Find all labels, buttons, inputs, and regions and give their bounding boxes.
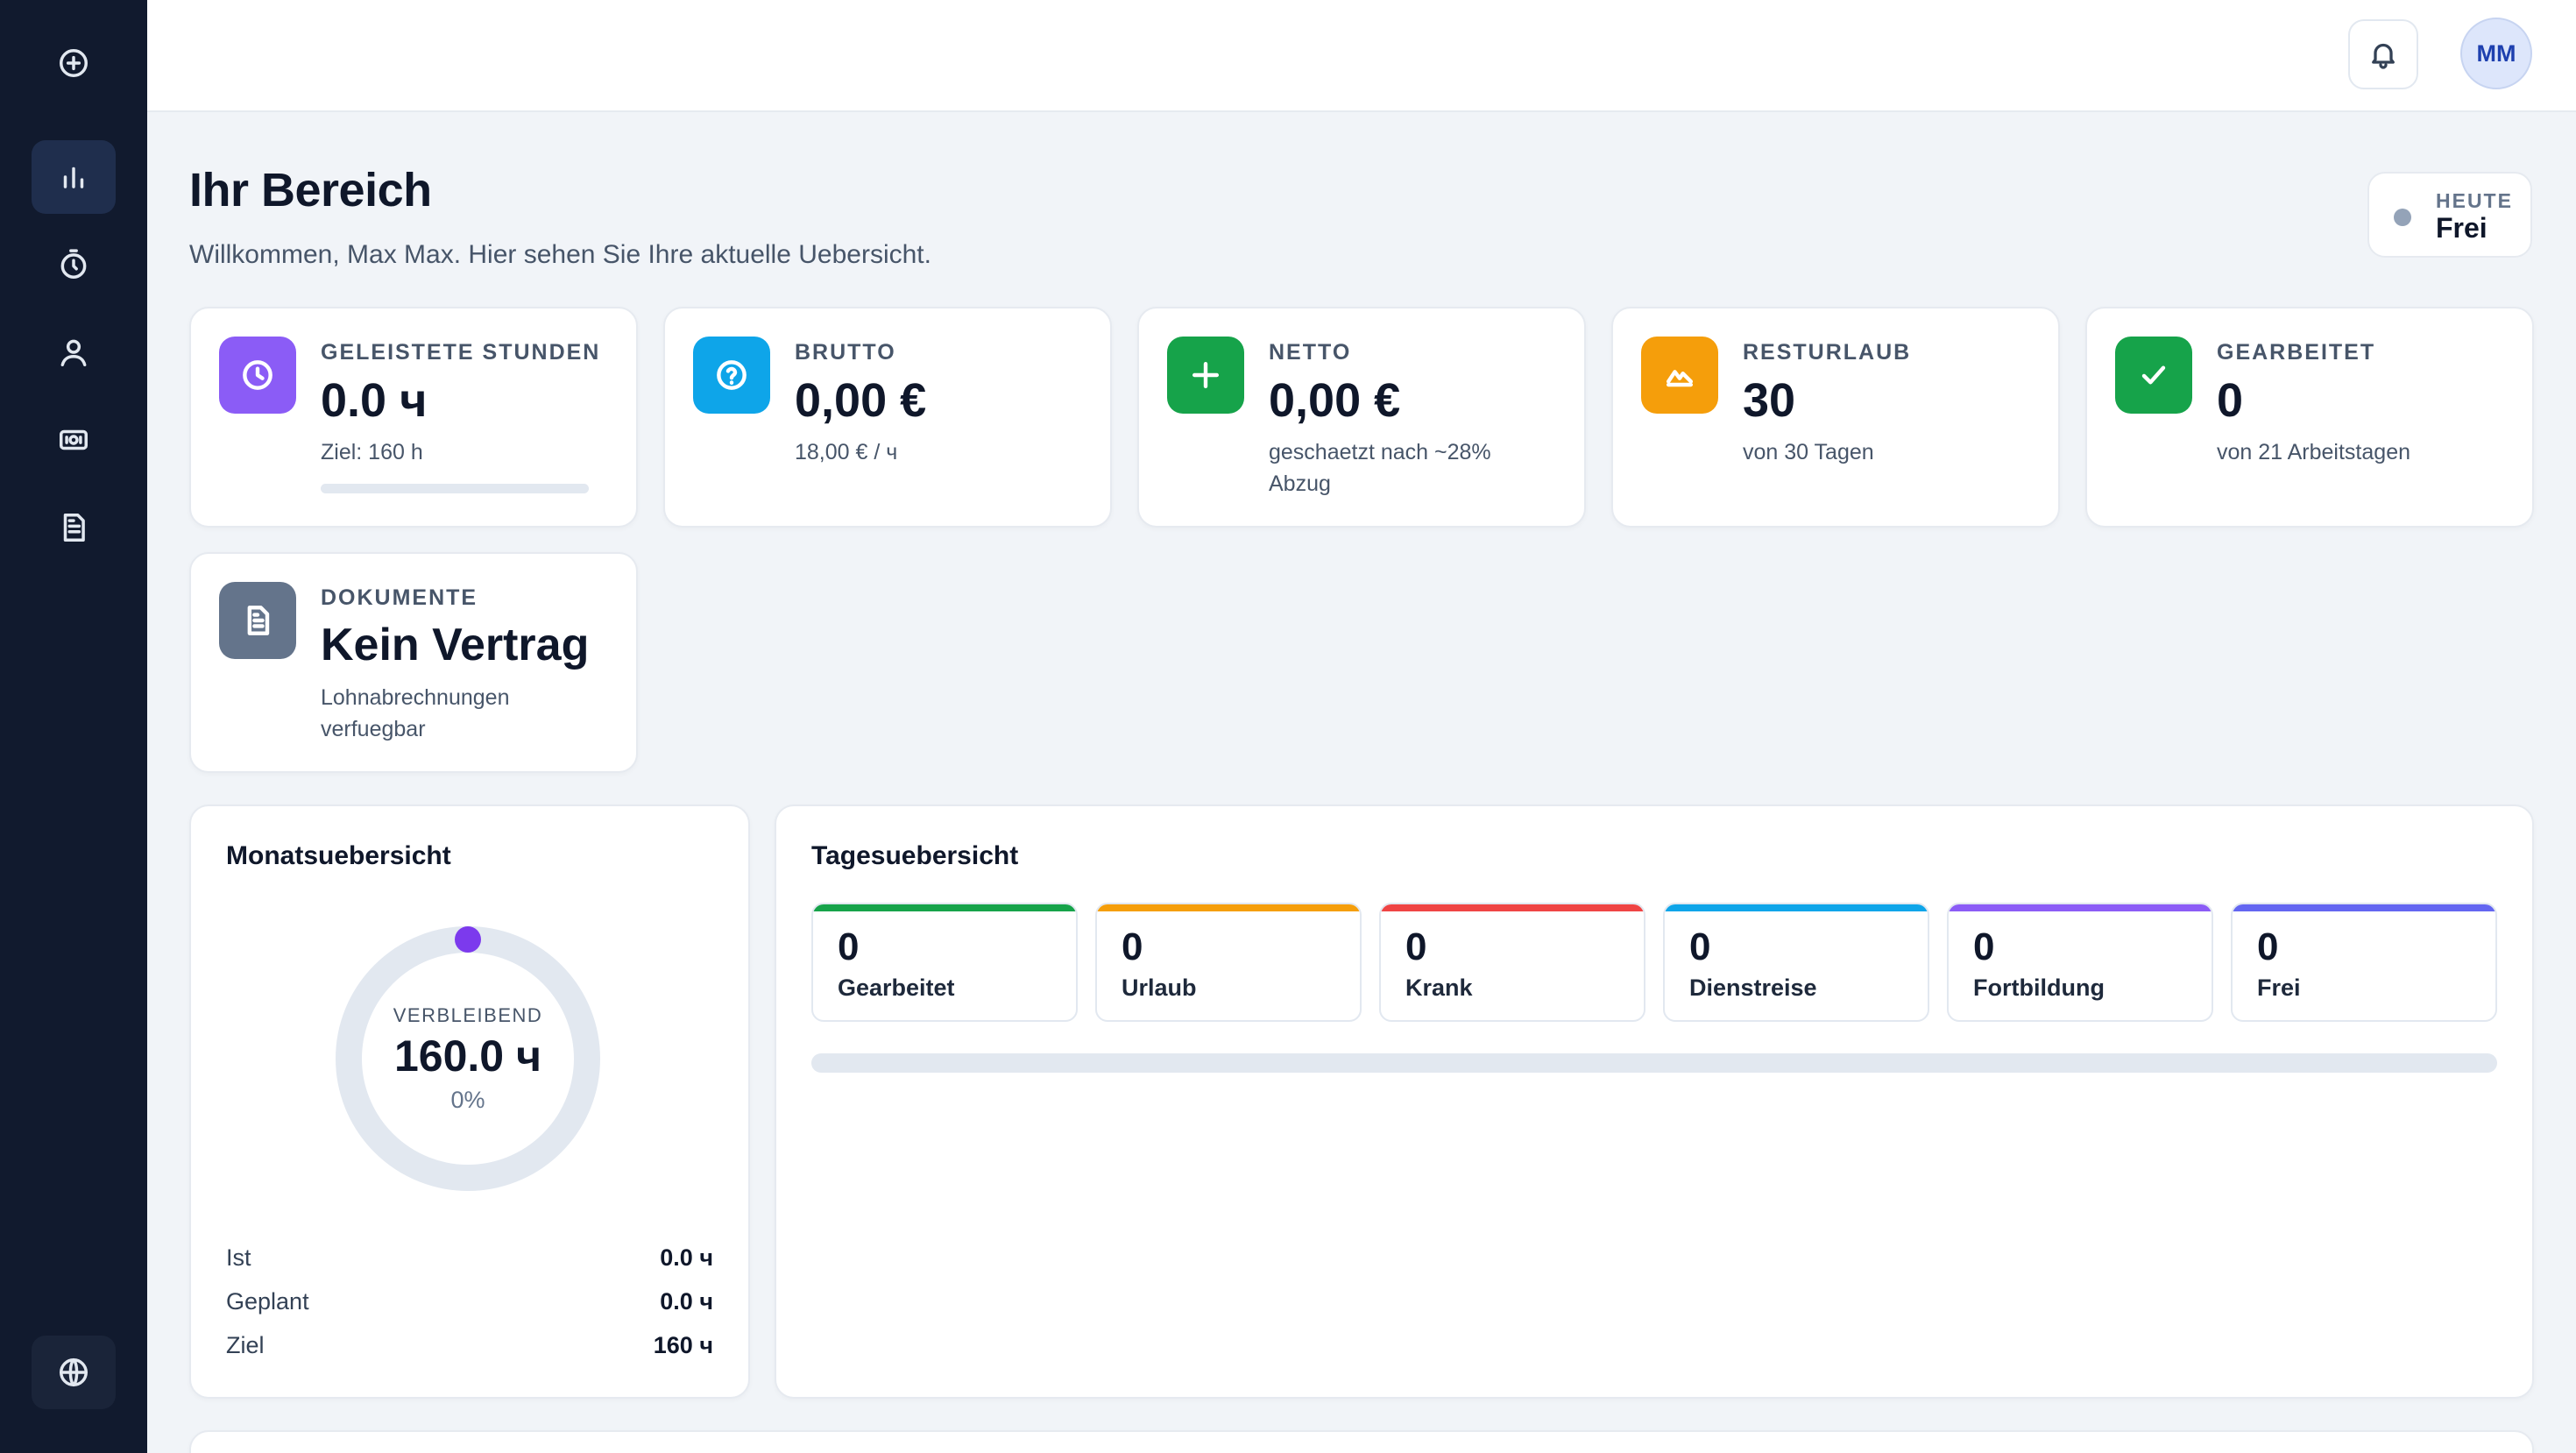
day-tile-krank[interactable]: 0 Krank <box>1379 903 1645 1022</box>
page-subtitle: Willkommen, Max Max. Hier sehen Sie Ihre… <box>189 240 931 269</box>
stat-value: 0 <box>2217 374 2244 427</box>
sidebar-item-payroll[interactable] <box>32 403 116 477</box>
row-label: Geplant <box>226 1288 309 1315</box>
month-row-ist: Ist 0.0 ч <box>226 1244 713 1279</box>
stat-card-dokumente[interactable]: DOKUMENTE Kein Vertrag Lohnabrechnungen … <box>189 552 638 773</box>
row-value: 0.0 ч <box>660 1244 713 1271</box>
month-overview-panel: Monatsuebersicht VERBLEIBEND 160.0 ч 0% … <box>189 804 750 1399</box>
day-tile-gearbeitet[interactable]: 0 Gearbeitet <box>811 903 1078 1022</box>
tile-count: 0 <box>1973 925 1995 968</box>
stat-label: GEARBEITET <box>2217 340 2376 365</box>
tile-color-strip <box>1949 904 2212 911</box>
row-value: 160 ч <box>653 1332 713 1358</box>
page-title: Ihr Bereich <box>189 164 432 216</box>
stat-sub: von 21 Arbeitstagen <box>2217 440 2410 464</box>
month-row-ziel: Ziel 160 ч <box>226 1332 713 1367</box>
bar-chart-icon <box>63 167 84 188</box>
banknote-icon <box>60 429 88 450</box>
plus-circle-icon <box>60 49 88 77</box>
sidebar <box>0 0 147 1453</box>
globe-icon <box>60 1358 88 1386</box>
today-label: HEUTE <box>2436 189 2513 212</box>
stat-value: Kein Vertrag <box>321 620 590 670</box>
ring-label: VERBLEIBEND <box>393 1004 543 1026</box>
row-value: 0.0 ч <box>660 1288 713 1315</box>
month-overview-title: Monatsuebersicht <box>226 841 451 870</box>
topbar: MM <box>147 0 2576 112</box>
stat-label: GELEISTETE STUNDEN <box>321 340 601 365</box>
bell-icon <box>2372 43 2395 69</box>
ring-value: 160.0 ч <box>393 1031 542 1081</box>
tile-label: Gearbeitet <box>838 975 955 1001</box>
tile-label: Urlaub <box>1122 975 1197 1001</box>
month-row-geplant: Geplant 0.0 ч <box>226 1288 713 1323</box>
stat-sub: Lohnabrechnungen verfuegbar <box>321 685 510 741</box>
today-status: HEUTE Frei <box>2367 172 2532 258</box>
month-progress-ring <box>336 926 600 1191</box>
tile-count: 0 <box>2257 925 2279 968</box>
language-button[interactable] <box>32 1336 116 1409</box>
tile-color-strip <box>2233 904 2495 911</box>
day-tile-frei[interactable]: 0 Frei <box>2231 903 2497 1022</box>
clock-icon <box>219 337 296 414</box>
tile-label: Frei <box>2257 975 2301 1001</box>
hours-progress-bar <box>321 484 589 493</box>
tile-color-strip <box>813 904 1076 911</box>
stat-card-netto[interactable]: NETTO 0,00 € geschaetzt nach ~28% Abzug <box>1137 307 1586 528</box>
row-label: Ist <box>226 1244 251 1271</box>
tile-count: 0 <box>1689 925 1711 968</box>
notifications-button[interactable] <box>2348 19 2418 89</box>
stat-label: DOKUMENTE <box>321 585 478 610</box>
row-label: Ziel <box>226 1332 265 1358</box>
stat-label: RESTURLAUB <box>1743 340 1912 365</box>
stat-value: 0,00 € <box>1269 374 1401 427</box>
tile-label: Dienstreise <box>1689 975 1817 1001</box>
stat-card-gearbeitet[interactable]: GEARBEITET 0 von 21 Arbeitstagen <box>2085 307 2534 528</box>
mountain-icon <box>1641 337 1718 414</box>
stat-card-hours[interactable]: GELEISTETE STUNDEN 0.0 ч Ziel: 160 h <box>189 307 638 528</box>
day-progress-bar <box>811 1053 2497 1073</box>
tile-count: 0 <box>1122 925 1143 968</box>
user-icon <box>60 339 87 366</box>
help-circle-icon <box>693 337 770 414</box>
stat-value: 0.0 ч <box>321 374 428 427</box>
stat-card-brutto[interactable]: BRUTTO 0,00 € 18,00 € / ч <box>663 307 1112 528</box>
tile-label: Fortbildung <box>1973 975 2105 1001</box>
stat-card-resturlaub[interactable]: RESTURLAUB 30 von 30 Tagen <box>1611 307 2060 528</box>
day-tile-dienstreise[interactable]: 0 Dienstreise <box>1663 903 1929 1022</box>
stat-value: 30 <box>1743 374 1796 427</box>
stopwatch-icon <box>60 249 87 279</box>
status-dot <box>2394 209 2411 226</box>
sidebar-item-dashboard[interactable] <box>32 140 116 214</box>
tile-color-strip <box>1665 904 1928 911</box>
plus-icon <box>1167 337 1244 414</box>
tile-label: Krank <box>1405 975 1473 1001</box>
stat-label: NETTO <box>1269 340 1352 365</box>
stat-sub: von 30 Tagen <box>1743 440 1874 464</box>
tile-count: 0 <box>1405 925 1427 968</box>
document-icon <box>63 514 85 542</box>
next-section-card <box>189 1430 2534 1453</box>
day-tile-urlaub[interactable]: 0 Urlaub <box>1095 903 1362 1022</box>
day-overview-title: Tagesuebersicht <box>811 841 1019 870</box>
stat-label: BRUTTO <box>795 340 896 365</box>
check-icon <box>2115 337 2192 414</box>
day-tile-fortbildung[interactable]: 0 Fortbildung <box>1947 903 2213 1022</box>
ring-percent: 0% <box>450 1087 485 1113</box>
sidebar-item-documents[interactable] <box>32 491 116 564</box>
sidebar-item-profile[interactable] <box>32 315 116 389</box>
add-button[interactable] <box>32 26 116 100</box>
tile-color-strip <box>1381 904 1644 911</box>
stat-sub: 18,00 € / ч <box>795 440 898 464</box>
stat-sub: Ziel: 160 h <box>321 440 423 464</box>
tile-color-strip <box>1097 904 1360 911</box>
day-overview-panel: Tagesuebersicht 0 Gearbeitet 0 Urlaub 0 … <box>775 804 2534 1399</box>
avatar[interactable]: MM <box>2460 18 2532 89</box>
stat-sub: geschaetzt nach ~28% Abzug <box>1269 440 1491 496</box>
today-value: Frei <box>2436 212 2488 244</box>
stat-value: 0,00 € <box>795 374 927 427</box>
tile-count: 0 <box>838 925 860 968</box>
file-text-icon <box>219 582 296 659</box>
sidebar-item-time-tracking[interactable] <box>32 228 116 301</box>
